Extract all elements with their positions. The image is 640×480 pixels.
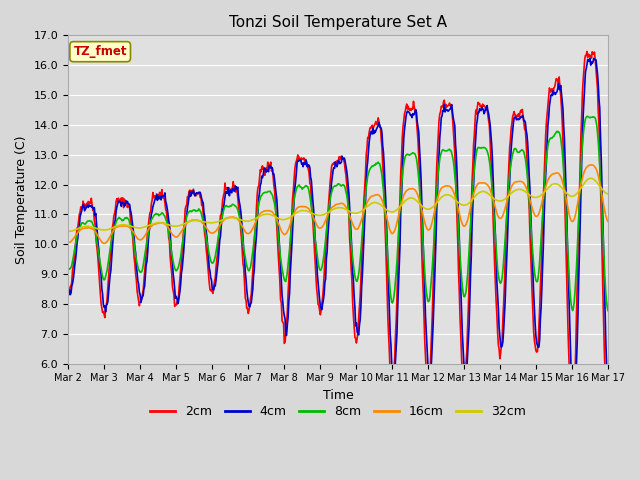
8cm — [404, 151, 412, 157]
16cm — [587, 162, 595, 168]
4cm — [570, 403, 577, 408]
8cm — [584, 113, 591, 119]
32cm — [419, 204, 427, 210]
8cm — [74, 229, 82, 235]
2cm — [583, 48, 591, 54]
32cm — [604, 191, 612, 197]
2cm — [64, 289, 72, 295]
4cm — [404, 108, 412, 114]
2cm — [604, 421, 612, 427]
2cm — [213, 257, 221, 263]
32cm — [64, 228, 72, 234]
4cm — [184, 201, 192, 206]
16cm — [74, 229, 82, 235]
4cm — [604, 393, 612, 399]
8cm — [129, 236, 137, 241]
8cm — [64, 265, 72, 271]
2cm — [404, 106, 412, 112]
4cm — [129, 228, 137, 234]
16cm — [185, 218, 193, 224]
16cm — [101, 240, 109, 246]
4cm — [590, 56, 598, 61]
Line: 16cm: 16cm — [68, 165, 608, 243]
16cm — [64, 240, 72, 245]
16cm — [131, 230, 138, 236]
32cm — [587, 175, 595, 181]
Y-axis label: Soil Temperature (C): Soil Temperature (C) — [15, 135, 28, 264]
2cm — [74, 224, 82, 230]
Line: 32cm: 32cm — [68, 178, 608, 231]
32cm — [213, 219, 221, 225]
16cm — [404, 187, 412, 192]
4cm — [419, 244, 427, 250]
2cm — [184, 195, 192, 201]
8cm — [604, 308, 612, 313]
8cm — [184, 210, 192, 216]
4cm — [74, 235, 82, 241]
Text: TZ_fmet: TZ_fmet — [74, 45, 127, 58]
32cm — [74, 226, 82, 232]
4cm — [213, 271, 221, 276]
2cm — [419, 290, 427, 296]
Line: 4cm: 4cm — [68, 59, 608, 406]
32cm — [184, 219, 192, 225]
16cm — [214, 226, 221, 232]
Line: 2cm: 2cm — [68, 51, 608, 424]
16cm — [604, 218, 612, 224]
Legend: 2cm, 4cm, 8cm, 16cm, 32cm: 2cm, 4cm, 8cm, 16cm, 32cm — [145, 400, 531, 423]
32cm — [404, 196, 412, 202]
Line: 8cm: 8cm — [68, 116, 608, 311]
16cm — [420, 217, 428, 223]
Title: Tonzi Soil Temperature Set A: Tonzi Soil Temperature Set A — [229, 15, 447, 30]
4cm — [64, 287, 72, 293]
X-axis label: Time: Time — [323, 389, 353, 402]
2cm — [129, 243, 137, 249]
32cm — [129, 224, 137, 230]
8cm — [213, 245, 221, 251]
8cm — [419, 244, 427, 250]
